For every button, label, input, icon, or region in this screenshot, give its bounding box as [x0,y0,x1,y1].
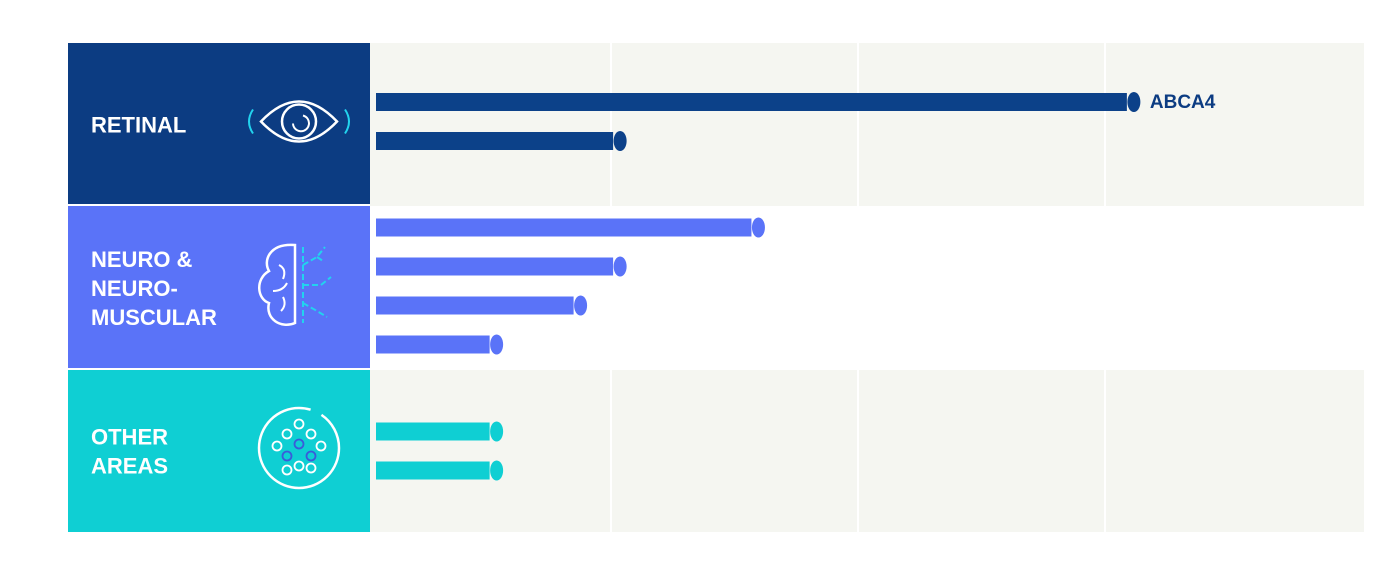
group-panel-bg [68,370,370,532]
bar [376,335,490,354]
group-panel: OTHER AREAS [68,370,370,532]
bar [376,93,1127,111]
cells-icon [257,406,341,490]
bar [376,132,614,150]
brain-icon [258,243,332,326]
group-label-line: RETINAL [91,113,186,138]
group-panel-bg [68,206,370,368]
row-stripe [370,370,1364,532]
bar-end-cap [574,295,588,316]
bar-end-cap [613,131,627,151]
eye-icon [248,100,350,143]
group-label-line: NEURO & [91,247,193,272]
group-panel: NEURO & NEURO- MUSCULAR [68,206,370,368]
gridlines [610,43,1106,533]
bar-end-cap [613,256,627,277]
bar [376,218,752,237]
group-panel: RETINAL [68,43,370,204]
bar-end-cap [751,217,765,238]
background-stripes [370,43,1364,532]
group-label: OTHER AREAS [91,425,168,479]
bar [376,461,490,480]
bar [376,257,614,276]
row-stripe [370,43,1364,206]
group-panel-bg [68,43,370,204]
group-label-line: MUSCULAR [91,305,217,330]
group-label-line: OTHER [91,425,168,450]
group-label-line: NEURO- [91,276,178,301]
group-label: RETINAL [91,113,186,138]
bar [376,422,490,441]
group-label-line: AREAS [91,454,168,479]
group-label: NEURO & NEURO- MUSCULAR [91,247,217,330]
bar-end-cap [1127,92,1141,112]
bar-end-cap [490,334,504,355]
bar-end-cap [490,421,504,442]
bar-label: ABCA4 [1150,92,1216,113]
bar [376,296,574,315]
group-panels: RETINAL NEURO & NEURO- MUSCULAR OTHER AREAS [68,43,370,532]
bar-end-cap [490,460,504,481]
bars: ABCA4 [376,92,1216,481]
